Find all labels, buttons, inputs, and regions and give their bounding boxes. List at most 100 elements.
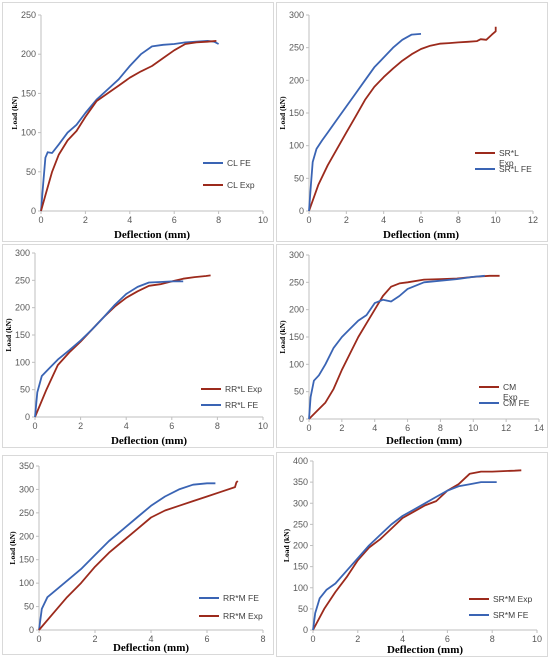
x-axis-title: Deflection (mm)	[386, 435, 462, 447]
chart-panel-cm: 0 2 4 6 8 10 12 14 0 50 100 150 200 250 300 Deflection …	[276, 244, 548, 448]
y-axis-title: Load (kN)	[8, 531, 17, 565]
x-tick-label: 2	[344, 215, 349, 225]
legend-label: CL FE	[227, 158, 251, 168]
y-tick-label: 250	[293, 519, 308, 529]
x-tick-label: 10	[532, 634, 542, 644]
x-tick-label: 0	[36, 634, 41, 644]
x-axis-title: Deflection (mm)	[387, 644, 463, 656]
x-tick-label: 12	[528, 215, 538, 225]
y-tick-label: 100	[293, 583, 308, 593]
y-tick-label: 50	[26, 167, 36, 177]
chart-srm-svg: 0 2 4 6 8 10050100150200250300350400Deflectio…	[282, 456, 542, 656]
y-tick-label: 50	[294, 387, 304, 397]
y-tick-label: 200	[21, 49, 36, 59]
y-axis-title: Load (kN)	[4, 318, 13, 352]
y-tick-label: 250	[15, 275, 30, 285]
legend-label: RR*L FE	[225, 400, 259, 410]
legend-label: SR*M Exp	[493, 594, 532, 604]
y-tick-label: 0	[25, 412, 30, 422]
y-tick-label: 100	[289, 141, 304, 151]
y-tick-label: 50	[24, 602, 34, 612]
x-tick-label: 6	[445, 634, 450, 644]
x-tick-label: 8	[216, 215, 221, 225]
chart-panel-srm: 0 2 4 6 8 10 0 50 100 150 200 250 300 350 400 Deflectio…	[276, 452, 548, 657]
y-tick-label: 150	[15, 330, 30, 340]
series-line-cm-exp	[308, 274, 500, 420]
legend-label: CM FE	[503, 398, 530, 408]
series-line-rr-l-exp	[34, 274, 211, 418]
y-tick-label: 250	[21, 10, 36, 20]
y-tick-label: 0	[29, 625, 34, 635]
y-tick-label: 150	[19, 555, 34, 565]
x-tick-label: 2	[355, 634, 360, 644]
x-tick-label: 14	[534, 423, 544, 433]
series-line-sr-m-exp	[312, 469, 522, 631]
x-tick-label: 8	[215, 421, 220, 431]
series-line-sr-m-fe	[312, 481, 497, 631]
y-tick-label: 250	[289, 277, 304, 287]
y-axis-title: Load (kN)	[10, 96, 19, 130]
x-axis-title: Deflection (mm)	[114, 229, 190, 241]
y-tick-label: 0	[299, 414, 304, 424]
series-line-rr-m-fe	[38, 482, 216, 631]
x-axis-title: Deflection (mm)	[383, 229, 459, 241]
y-tick-label: 300	[293, 498, 308, 508]
y-tick-label: 200	[293, 541, 308, 551]
y-tick-label: 400	[293, 456, 308, 466]
legend-label: RR*L Exp	[225, 384, 262, 394]
y-tick-label: 200	[289, 305, 304, 315]
series-line-sr-l-fe	[308, 33, 422, 212]
series-line-cl-fe	[40, 40, 220, 212]
x-tick-label: 2	[92, 634, 97, 644]
series-line-sr-l-exp	[308, 26, 497, 212]
legend-label: CL Exp	[227, 180, 255, 190]
x-tick-label: 10	[258, 421, 268, 431]
x-tick-label: 8	[456, 215, 461, 225]
y-tick-label: 100	[15, 357, 30, 367]
x-tick-label: 4	[400, 634, 405, 644]
y-tick-label: 250	[289, 43, 304, 53]
y-tick-label: 50	[20, 385, 30, 395]
y-tick-label: 150	[289, 108, 304, 118]
legend-label-cont: Exp	[499, 158, 514, 168]
x-tick-label: 0	[38, 215, 43, 225]
y-tick-label: 150	[293, 562, 308, 572]
legend-label-cont: Exp	[503, 392, 518, 402]
chart-srl-svg: 0 2 4 6 8 10 12 0 50 100 150 200 250 300 Deflection (m…	[278, 10, 538, 241]
x-tick-label: 0	[32, 421, 37, 431]
x-axis-title: Deflection (mm)	[111, 435, 187, 447]
chart-panel-rrl: 0 2 4 6 8 10 0 50 100 150 200 250 300 Deflection (mm)…	[2, 244, 274, 448]
legend-label: RR*M FE	[223, 593, 259, 603]
x-tick-label: 6	[418, 215, 423, 225]
y-tick-label: 350	[19, 461, 34, 471]
x-tick-label: 4	[127, 215, 132, 225]
legend-label: CM	[503, 382, 516, 392]
x-tick-label: 0	[306, 215, 311, 225]
y-tick-label: 0	[31, 206, 36, 216]
y-tick-label: 300	[19, 484, 34, 494]
x-tick-label: 2	[83, 215, 88, 225]
x-tick-label: 4	[381, 215, 386, 225]
x-tick-label: 6	[169, 421, 174, 431]
chart-cm-svg: 0 2 4 6 8 10 12 14 0 50 100 150 200 250 300 Deflection …	[278, 250, 544, 447]
x-tick-label: 12	[501, 423, 511, 433]
y-tick-label: 300	[289, 10, 304, 20]
x-tick-label: 6	[405, 423, 410, 433]
x-tick-label: 6	[204, 634, 209, 644]
series-line-cm-fe	[308, 274, 485, 420]
x-tick-label: 2	[339, 423, 344, 433]
x-tick-label: 4	[148, 634, 153, 644]
x-tick-label: 10	[258, 215, 268, 225]
y-tick-label: 50	[298, 604, 308, 614]
x-tick-label: 4	[124, 421, 129, 431]
chart-rrm-svg: 0 2 4 6 8 0 50 100 150 200 250 300 350 Deflection (mm…	[8, 461, 266, 654]
y-tick-label: 300	[289, 250, 304, 260]
legend-label: RR*M Exp	[223, 611, 263, 621]
y-tick-label: 350	[293, 477, 308, 487]
y-axis-title: Load (kN)	[282, 528, 291, 562]
x-tick-label: 2	[78, 421, 83, 431]
x-tick-label: 8	[260, 634, 265, 644]
legend-label: SR*L	[499, 148, 519, 158]
chart-panel-srl: 0 2 4 6 8 10 12 0 50 100 150 200 250 300 Deflection (m…	[276, 2, 548, 242]
legend-label: SR*M FE	[493, 610, 529, 620]
